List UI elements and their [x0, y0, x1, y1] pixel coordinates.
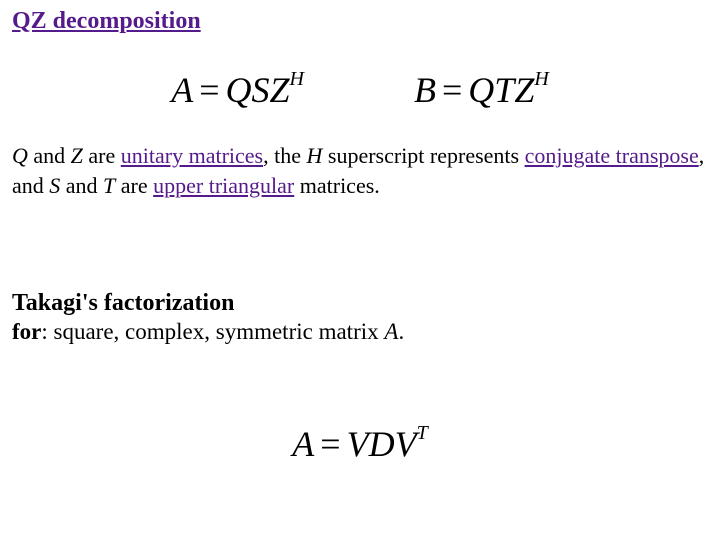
upper-triangular-link[interactable]: upper triangular	[153, 173, 294, 198]
text-superscript: superscript represents	[322, 143, 524, 168]
equation-row-bottom: A=VDVT	[12, 423, 708, 465]
qz-decomposition-link[interactable]: QZ decomposition	[12, 8, 201, 34]
var-s: S	[49, 173, 60, 198]
eq-a-rhs-base: QSZ	[226, 70, 290, 110]
takagi-for-line: for: square, complex, symmetric matrix A…	[12, 319, 708, 345]
equation-row-top: A=QSZH B=QTZH	[12, 69, 708, 111]
text-matrices: matrices.	[294, 173, 380, 198]
eq-t-lhs: A	[292, 424, 314, 464]
eq-t-rhs-base: VDV	[347, 424, 417, 464]
unitary-matrices-link[interactable]: unitary matrices	[121, 143, 263, 168]
description-paragraph: Q and Z are unitary matrices, the H supe…	[12, 141, 708, 200]
takagi-heading: Takagi's factorization	[12, 290, 708, 317]
text-and3: and	[60, 173, 103, 198]
text-are2: are	[115, 173, 153, 198]
eq-b-rhs-sup: H	[534, 68, 548, 90]
eq-b-lhs: B	[414, 70, 436, 110]
eq-t-rhs-sup: T	[417, 422, 428, 444]
eq-b-rhs-base: QTZ	[468, 70, 534, 110]
text-comma-the: , the	[263, 143, 306, 168]
eq-b-equals: =	[436, 70, 468, 110]
var-q: Q	[12, 143, 28, 168]
eq-a-equals: =	[193, 70, 225, 110]
equation-takagi: A=VDVT	[292, 423, 427, 465]
eq-a-rhs-sup: H	[290, 68, 304, 90]
eq-t-equals: =	[314, 424, 346, 464]
eq-a-lhs: A	[171, 70, 193, 110]
equation-a: A=QSZH	[171, 69, 304, 111]
var-h: H	[307, 143, 323, 168]
conjugate-transpose-link[interactable]: conjugate transpose	[525, 143, 699, 168]
for-label: for	[12, 319, 41, 344]
equation-b: B=QTZH	[414, 69, 549, 111]
text-are1: are	[83, 143, 121, 168]
text-and1: and	[28, 143, 71, 168]
for-rest: : square, complex, symmetric matrix	[41, 319, 384, 344]
qz-decomposition-heading[interactable]: QZ decomposition	[12, 8, 708, 35]
var-z: Z	[71, 143, 83, 168]
var-t: T	[103, 173, 115, 198]
for-var-a: A	[384, 319, 398, 344]
for-period: .	[398, 319, 404, 344]
